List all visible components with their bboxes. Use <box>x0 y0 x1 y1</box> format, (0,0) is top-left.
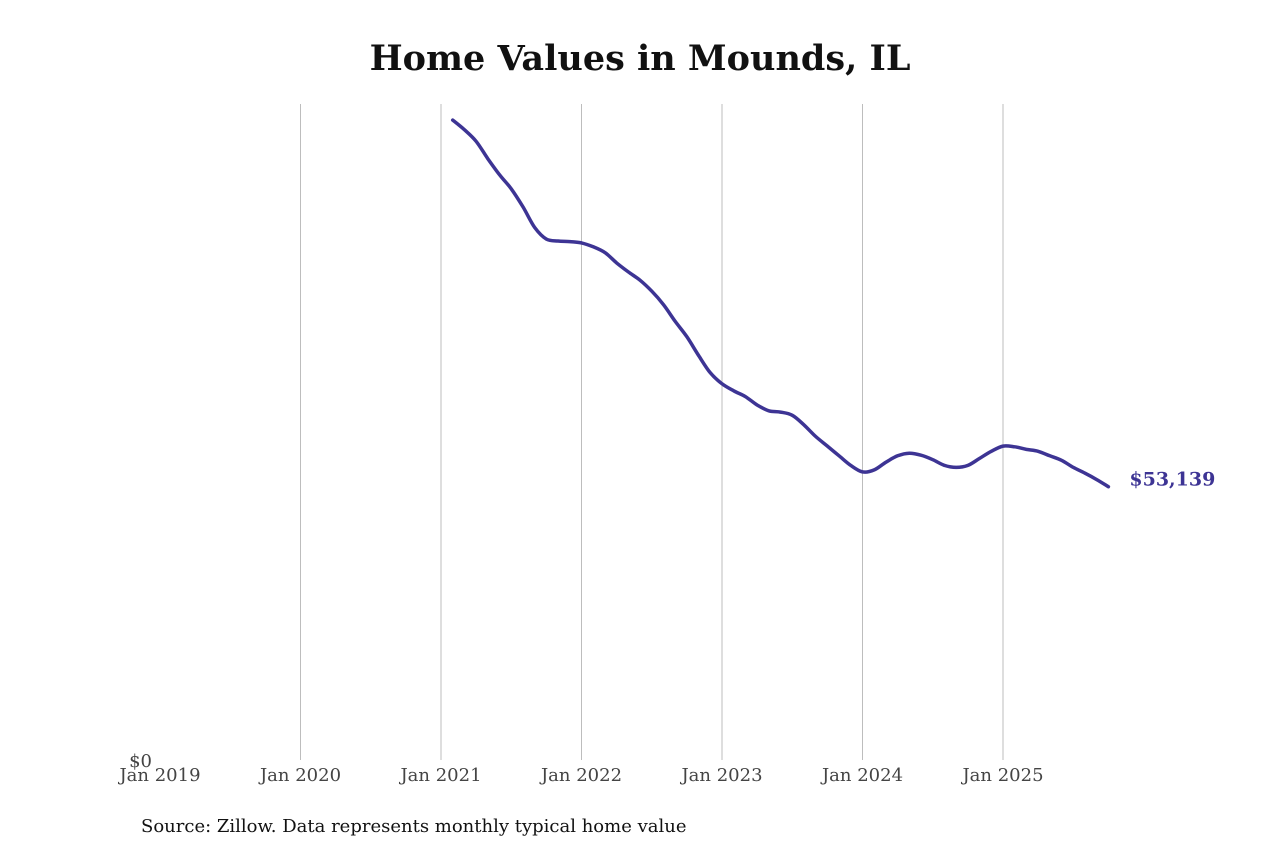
x-tick-label: Jan 2024 <box>820 765 903 786</box>
vertical-gridlines <box>300 104 1004 760</box>
y-tick-label: $0 <box>129 751 152 772</box>
home-value-line <box>450 118 1111 489</box>
x-axis-tick-labels: Jan 2019 Jan 2020 Jan 2021 Jan 2022 Jan 2023… <box>117 765 1043 786</box>
source-note: Source: Zillow. Data represents monthly … <box>141 816 687 837</box>
x-tick-label: Jan 2025 <box>960 765 1043 786</box>
x-tick-label: Jan 2022 <box>539 765 622 786</box>
x-tick-label: Jan 2020 <box>258 765 341 786</box>
chart-title: Home Values in Mounds, IL <box>369 38 911 79</box>
x-tick-label: Jan 2021 <box>398 765 481 786</box>
x-tick-label: Jan 2023 <box>679 765 762 786</box>
y-axis-tick-labels: $0 <box>129 751 152 772</box>
latest-value-label: $53,139 <box>1129 469 1215 491</box>
x-tick-label: Jan 2019 <box>117 765 200 786</box>
